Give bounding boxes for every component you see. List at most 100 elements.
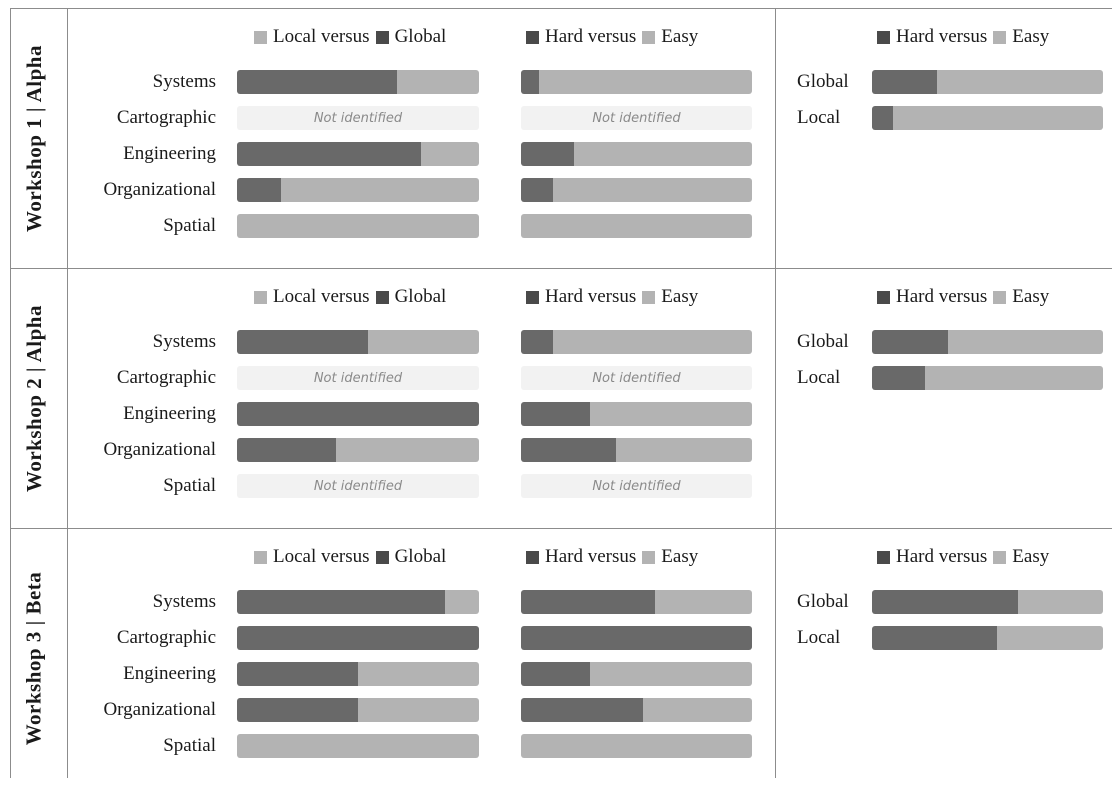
bar-scope-hard-easy [872,366,1103,390]
grid-col-divider-right [775,8,776,778]
legend: Hard versus Easy [526,286,698,308]
category-label: Cartographic [116,367,216,388]
bar-scope-hard-easy-light-segment [996,626,1103,650]
legend-swatch [877,290,890,304]
bar-hard-easy-dark-segment [521,698,644,722]
legend-swatch [526,550,539,564]
category-label: Spatial [163,215,216,236]
bar-local-global [237,214,479,238]
category-label: Organizational [103,439,216,460]
bar-scope-hard-easy-dark-segment [872,106,893,130]
bar-local-global [237,142,479,166]
bar-scope-hard-easy-light-segment [936,70,1103,94]
grid-top-border [10,8,1112,9]
bar-scope-hard-easy-light-segment [948,330,1103,354]
bar-hard-easy [521,402,752,426]
bar-hard-easy-not-identified: Not identified [521,366,752,390]
category-label: Engineering [123,663,216,684]
bar-scope-hard-easy [872,106,1103,130]
bar-hard-easy-light-segment [539,70,752,94]
bar-local-global-light-segment [336,438,479,462]
bar-hard-easy [521,590,752,614]
category-label: Organizational [103,179,216,200]
bar-scope-hard-easy [872,626,1103,650]
category-label: Engineering [123,143,216,164]
legend-label: Local versus [273,546,370,567]
legend: Local versus Global [254,546,446,568]
bar-hard-easy-light-segment [574,142,752,166]
bar-hard-easy [521,438,752,462]
bar-local-global [237,626,479,650]
legend-swatch [375,290,389,304]
bar-hard-easy [521,214,752,238]
legend-swatch [375,550,389,564]
bar-local-global-light-segment [367,330,479,354]
legend-swatch [642,30,656,44]
scope-label: Global [797,591,849,612]
legend-label: Easy [661,26,699,47]
legend-swatch [375,30,389,44]
bar-local-global-light-segment [358,698,479,722]
legend-label: Global [394,26,447,47]
category-label: Cartographic [116,107,216,128]
bar-hard-easy-dark-segment [521,142,575,166]
bar-local-global [237,438,479,462]
legend-swatch [526,30,539,44]
bar-local-global-dark-segment [237,70,397,94]
bar-hard-easy-light-segment [654,590,752,614]
legend-swatch [254,30,267,44]
bar-local-global-not-identified: Not identified [237,106,479,130]
bar-hard-easy-light-segment [553,330,752,354]
bar-hard-easy-dark-segment [521,330,554,354]
legend-swatch [993,30,1007,44]
bar-local-global-light-segment [396,70,479,94]
legend-label: Hard versus [545,26,637,47]
grid-row-divider-2 [10,528,1112,529]
bar-hard-easy-dark-segment [521,438,616,462]
bar-local-global [237,590,479,614]
legend-swatch [877,30,890,44]
legend-swatch [642,550,656,564]
legend: Local versus Global [254,26,446,48]
legend-label: Easy [1012,286,1050,307]
bar-hard-easy-light-segment [590,662,752,686]
bar-scope-hard-easy [872,330,1103,354]
legend-label: Local versus [273,26,370,47]
legend: Hard versus Easy [877,546,1049,568]
legend: Local versus Global [254,286,446,308]
bar-local-global [237,178,479,202]
bar-local-global-light-segment [237,734,479,758]
bar-local-global [237,698,479,722]
legend-label: Easy [1012,546,1050,567]
bar-local-global-dark-segment [237,438,337,462]
bar-hard-easy [521,734,752,758]
legend-label: Hard versus [896,286,988,307]
scope-label: Global [797,331,849,352]
bar-hard-easy-light-segment [553,178,752,202]
legend-swatch [254,550,267,564]
category-label: Spatial [163,735,216,756]
bar-scope-hard-easy-dark-segment [872,330,949,354]
bar-local-global [237,330,479,354]
bar-hard-easy [521,698,752,722]
bar-hard-easy-dark-segment [521,178,554,202]
bar-hard-easy-dark-segment [521,402,591,426]
bar-hard-easy [521,626,752,650]
legend-label: Local versus [273,286,370,307]
bar-hard-easy [521,142,752,166]
bar-hard-easy-dark-segment [521,626,752,650]
bar-hard-easy-dark-segment [521,590,655,614]
bar-local-global-light-segment [280,178,479,202]
category-label: Cartographic [116,627,216,648]
category-label: Engineering [123,403,216,424]
bar-hard-easy [521,330,752,354]
legend-swatch [254,290,267,304]
bar-scope-hard-easy-light-segment [1017,590,1103,614]
legend: Hard versus Easy [526,26,698,48]
bar-local-global-light-segment [358,662,479,686]
grid-row-divider-1 [10,268,1112,269]
bar-local-global [237,70,479,94]
bar-hard-easy-dark-segment [521,70,540,94]
bar-local-global-light-segment [445,590,479,614]
bar-hard-easy-light-segment [521,734,752,758]
